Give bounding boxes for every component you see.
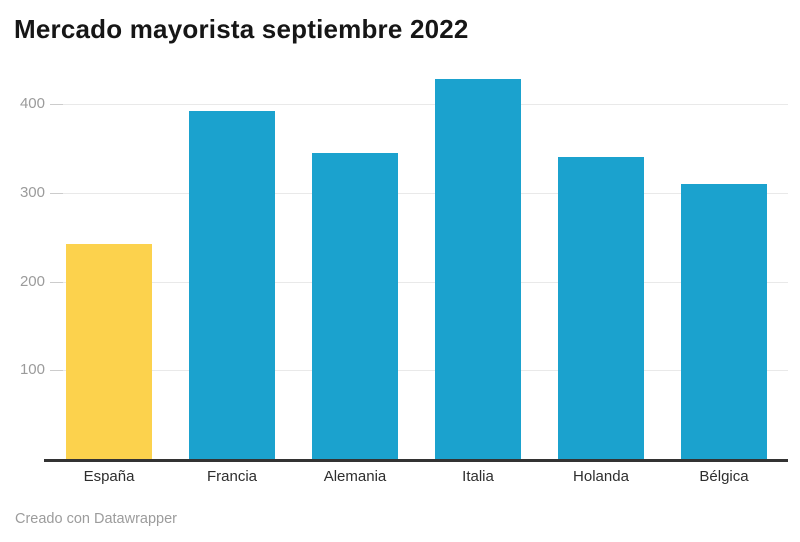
y-tick-mark	[50, 281, 63, 283]
bar-italia[interactable]	[435, 78, 521, 460]
gridline-400: 400	[20, 95, 788, 112]
x-axis-label-holanda: Holanda	[573, 468, 629, 485]
x-axis-label-alemania: Alemania	[323, 468, 387, 485]
y-tick-label-200: 200	[19, 272, 45, 290]
gridlines: 100 200 300 400	[20, 60, 788, 460]
chart-title: Mercado mayorista septiembre 2022	[14, 14, 469, 44]
x-axis-label-espana: España	[83, 468, 135, 485]
gridline-300: 300	[20, 184, 788, 201]
gridline-200: 200	[20, 273, 788, 290]
gridline-100: 100	[20, 361, 788, 378]
datawrapper-attribution[interactable]: Creado con Datawrapper	[15, 511, 178, 527]
x-axis-label-belgica: Bélgica	[699, 468, 749, 485]
bar-belgica[interactable]	[681, 184, 767, 460]
bar-alemania[interactable]	[312, 153, 398, 460]
y-tick-mark	[50, 192, 63, 194]
bar-francia[interactable]	[189, 110, 275, 460]
y-tick-label-100: 100	[19, 361, 45, 379]
y-tick-mark	[50, 370, 63, 372]
x-axis-label-francia: Francia	[206, 468, 258, 485]
plot-area: 100 200 300 400 España Francia Alemania Italia…	[20, 60, 788, 485]
bar-holanda[interactable]	[558, 156, 644, 460]
bar-series	[50, 60, 788, 460]
x-axis-line	[44, 459, 788, 462]
bar-espana[interactable]	[66, 243, 152, 460]
y-tick-mark	[50, 104, 63, 106]
y-tick-label-300: 300	[19, 183, 45, 201]
x-axis-labels: España Francia Alemania Italia Holanda Bélgic…	[50, 468, 800, 485]
y-tick-label-400: 400	[19, 95, 45, 113]
x-axis-label-italia: Italia	[462, 468, 494, 485]
